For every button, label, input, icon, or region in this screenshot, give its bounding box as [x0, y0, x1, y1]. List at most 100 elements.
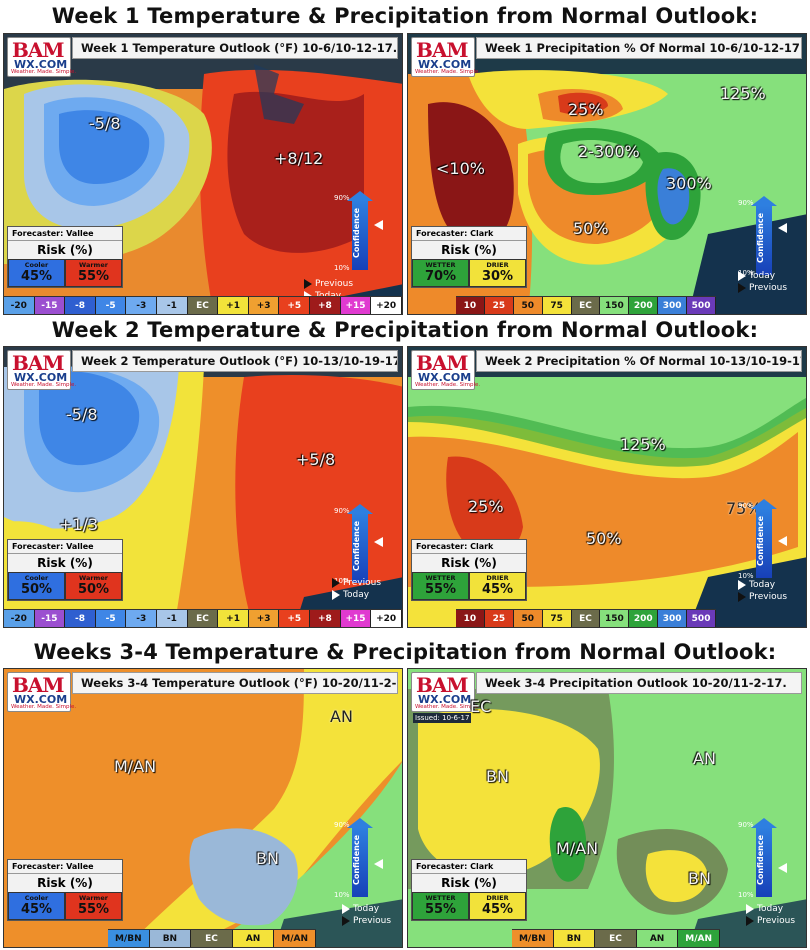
confidence-low: 10%: [738, 891, 754, 899]
confidence-gauge: 90% Confidence 10%: [334, 191, 394, 286]
week1-precipitation-map: BAM WX.COM Weather. Made. Simple. Week 1…: [407, 33, 807, 315]
bamwx-logo: BAM WX.COM Weather. Made. Simple.: [411, 350, 480, 390]
confidence-high: 90%: [334, 194, 350, 202]
forecaster: Forecaster: Vallee: [8, 540, 122, 554]
confidence-label: Confidence: [756, 212, 765, 263]
cooler-value: 45%: [20, 902, 53, 917]
confidence-arrow-icon: [751, 818, 777, 897]
scale-swatch: 75: [542, 297, 572, 314]
today-label: Today: [353, 904, 380, 914]
today-marker-icon: [738, 271, 746, 281]
previous-label: Previous: [353, 916, 392, 926]
risk-box: Forecaster: Vallee Risk (%) Cooler 45% W…: [7, 859, 123, 921]
drier-value: 45%: [481, 582, 514, 597]
scale-swatch: EC: [571, 610, 601, 627]
confidence-pointer-icon: [778, 223, 787, 233]
warmer-label: Warmer: [79, 574, 108, 582]
drier-value: 45%: [481, 902, 514, 917]
scale-swatch: EC: [571, 297, 601, 314]
logo-brand: BAM: [416, 673, 469, 697]
cooler-value: 50%: [20, 582, 53, 597]
region-label: 50%: [586, 529, 622, 548]
today-label: Today: [757, 904, 784, 914]
confidence-label: Confidence: [352, 520, 361, 571]
logo-tagline: Weather. Made. Simple.: [11, 69, 77, 75]
today-marker-icon: [332, 590, 340, 600]
wetter-value: 55%: [424, 582, 457, 597]
confidence-gauge: 90% Confidence 10%: [334, 818, 394, 913]
scale-swatch: 50: [513, 610, 543, 627]
week1-heading: Week 1 Temperature & Precipitation from …: [51, 4, 759, 28]
wetter-cell: WETTER 70%: [412, 259, 469, 287]
scale-swatch: +20: [371, 610, 402, 627]
cooler-label: Cooler: [24, 894, 49, 902]
region-label: 125%: [720, 84, 766, 103]
scale-swatch: 150: [600, 297, 630, 314]
logo-tagline: Weather. Made. Simple.: [415, 704, 481, 710]
confidence-low: 10%: [738, 572, 754, 580]
cooler-cell: Cooler 50%: [8, 572, 65, 600]
drier-label: DRIER: [486, 261, 509, 269]
today-label: Today: [749, 580, 776, 590]
scale-swatch: -8: [65, 610, 96, 627]
scale-swatch: EC: [187, 610, 219, 627]
scale-swatch: +20: [371, 297, 402, 314]
bamwx-logo: BAM WX.COM Weather. Made. Simple.: [411, 37, 480, 77]
logo-brand: BAM: [12, 673, 65, 697]
forecaster: Forecaster: Clark: [412, 540, 526, 554]
wetter-value: 55%: [424, 902, 457, 917]
scale-swatch: -8: [65, 297, 96, 314]
scale-swatch: 200: [629, 297, 659, 314]
risk-heading: Risk (%): [37, 556, 93, 570]
risk-heading: Risk (%): [37, 876, 93, 890]
confidence-arrow-icon: [751, 499, 777, 578]
region-label: M/AN: [556, 839, 599, 858]
scale-swatch: AN: [636, 930, 679, 947]
region-label: BN: [688, 869, 711, 888]
cooler-value: 45%: [20, 269, 53, 284]
forecaster: Forecaster: Vallee: [8, 860, 122, 874]
scale-swatch: 10: [456, 610, 485, 627]
scale-swatch: -20: [4, 297, 35, 314]
region-label: 2-300%: [578, 142, 640, 161]
risk-box: Forecaster: Clark Risk (%) WETTER 55% DR…: [411, 859, 527, 921]
weeks34-precipitation-map: BAM WX.COM Weather. Made. Simple. Issued…: [407, 668, 807, 948]
logo-site: WX.COM: [418, 693, 472, 706]
confidence-label: Confidence: [352, 834, 361, 885]
scale-swatch: +15: [340, 610, 372, 627]
today-previous-legend: Previous Today: [332, 577, 381, 601]
panel-title: Weeks 3-4 Temperature Outlook (°F) 10-20…: [72, 672, 398, 694]
warmer-cell: Warmer 55%: [65, 892, 122, 920]
logo-tagline: Weather. Made. Simple.: [11, 704, 77, 710]
wetter-label: WETTER: [425, 894, 456, 902]
confidence-pointer-icon: [374, 537, 383, 547]
risk-heading: Risk (%): [37, 243, 93, 257]
scale-swatch: EC: [191, 930, 233, 947]
confidence-gauge: 90% Confidence 10%: [738, 818, 798, 913]
week2-precipitation-map: BAM WX.COM Weather. Made. Simple. Week 2…: [407, 346, 807, 628]
risk-box: Forecaster: Vallee Risk (%) Cooler 50% W…: [7, 539, 123, 601]
region-label: AN: [693, 749, 716, 768]
wetter-label: WETTER: [425, 261, 456, 269]
region-label: <10%: [436, 159, 485, 178]
scale-swatch: -3: [126, 297, 158, 314]
logo-brand: BAM: [416, 38, 469, 62]
confidence-label: Confidence: [756, 834, 765, 885]
risk-heading: Risk (%): [441, 243, 497, 257]
confidence-gauge: 90% Confidence 10%: [738, 499, 798, 594]
scale-swatch: 50: [513, 297, 543, 314]
region-label: 125%: [620, 435, 666, 454]
risk-box: Forecaster: Clark Risk (%) WETTER 70% DR…: [411, 226, 527, 288]
scale-swatch: EC: [595, 930, 637, 947]
scale-swatch: M/AN: [274, 930, 316, 947]
scale-swatch: 10: [456, 297, 485, 314]
previous-marker-icon: [746, 916, 754, 926]
region-label: +5/8: [296, 450, 336, 469]
scale-swatch: M/BN: [512, 930, 554, 947]
week1-temperature-contours: [4, 34, 402, 314]
confidence-high: 90%: [738, 199, 754, 207]
warmer-label: Warmer: [79, 894, 108, 902]
previous-marker-icon: [332, 578, 340, 588]
panel-title: Week 2 Temperature Outlook (°F) 10-13/10…: [72, 350, 398, 372]
scale-swatch: +3: [248, 610, 280, 627]
